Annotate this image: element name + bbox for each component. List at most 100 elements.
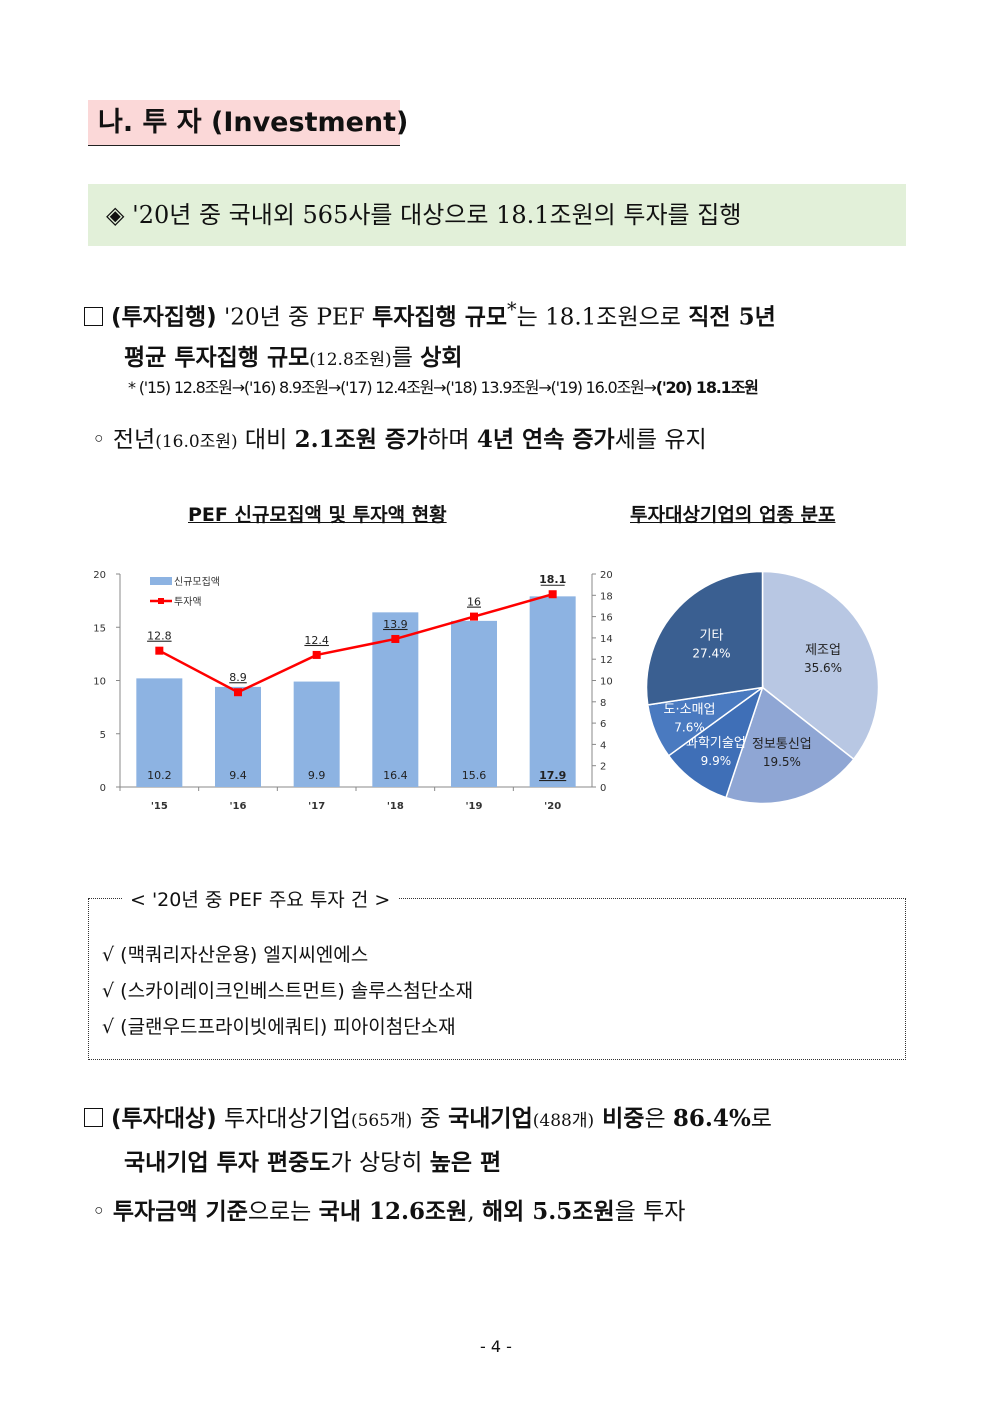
x-tick-label: '17	[308, 801, 325, 812]
label-investment-target: (투자대상)	[111, 1106, 217, 1132]
text-segment: 로	[750, 1106, 772, 1132]
bar	[215, 686, 261, 787]
text-segment: 는 18.1조원으로	[516, 304, 689, 331]
pie-slice	[667, 685, 764, 799]
y-right-tick-label: 12	[600, 655, 613, 666]
bullet-previous-year: ◦ 전년(16.0조원) 대비 2.1조원 증가하며 4년 연속 증가세를 유지	[92, 420, 707, 454]
small-segment: (488개)	[532, 1111, 595, 1131]
bold-segment: 국내 12.6조원	[318, 1198, 468, 1225]
text-segment: 를	[391, 344, 421, 371]
footnote-text: ('15) 12.8조원→('16) 8.9조원→('17) 12.4조원→('…	[138, 378, 657, 397]
bold-segment: 86.4%	[672, 1105, 751, 1132]
y-right-tick-label: 2	[600, 762, 606, 773]
bar-value-label: 10.2	[147, 769, 172, 782]
bar-chart-title: PEF 신규모집액 및 투자액 현황	[188, 504, 447, 526]
y-left-tick-label: 10	[93, 677, 106, 688]
text-segment: 전년	[112, 427, 156, 453]
legend-label: 신규모집액	[174, 576, 220, 588]
text-segment: ,	[467, 1199, 482, 1225]
y-left-tick-label: 5	[100, 730, 106, 741]
check-icon: √	[102, 980, 115, 1002]
investment-item-text: (글랜우드프라이빗에쿼티) 피아이첨단소재	[120, 1016, 456, 1038]
investment-item-text: (스카이레이크인베스트먼트) 솔루스첨단소재	[120, 980, 474, 1002]
legend-marker	[158, 598, 164, 604]
bold-segment: 해외 5.5조원	[481, 1198, 615, 1225]
bold-segment: 상회	[420, 343, 463, 371]
line-point	[234, 688, 242, 697]
text-segment: 세를 유지	[614, 427, 707, 453]
bold-segment: 높은 편	[429, 1149, 502, 1176]
investment-item: √ (맥쿼리자산운용) 엘지씨엔에스	[102, 940, 368, 967]
bar-value-label: 9.9	[308, 769, 326, 782]
footnote-mark: *	[507, 298, 517, 321]
y-left-tick-label: 0	[100, 783, 106, 794]
bullet-marker: ◦	[92, 1199, 106, 1225]
line-value-label: 12.4	[304, 634, 329, 647]
line-series-investment	[158, 593, 554, 694]
y-right-tick-label: 16	[600, 613, 613, 624]
bullet-amount: ◦ 투자금액 기준으로는 국내 12.6조원, 해외 5.5조원을 투자	[92, 1192, 685, 1226]
paragraph-investment-target: (투자대상) 투자대상기업(565개) 중 국내기업(488개) 비중은 86.…	[84, 1098, 914, 1184]
text-segment: 투자대상기업	[216, 1106, 351, 1132]
diamond-icon: ◈	[106, 201, 125, 229]
legend-label: 투자액	[174, 596, 202, 608]
footnote-star: *	[128, 378, 136, 397]
y-right-tick-label: 18	[600, 591, 613, 602]
text-segment: 은	[644, 1106, 673, 1132]
small-segment: (16.0조원)	[155, 432, 238, 452]
pie-chart-title: 투자대상기업의 업종 분포	[630, 504, 836, 526]
line-value-label: 12.8	[147, 630, 172, 643]
investments-title: < '20년 중 PEF 주요 투자 건 >	[122, 885, 399, 912]
investment-item: √ (글랜우드프라이빗에쿼티) 피아이첨단소재	[102, 1012, 456, 1039]
x-tick-label: '16	[230, 801, 247, 812]
line-value-label: 16	[467, 596, 481, 609]
footnote-bold: ('20) 18.1조원	[655, 378, 759, 397]
line-point	[312, 650, 321, 659]
checkbox-square-icon	[84, 1108, 103, 1127]
y-right-tick-label: 20	[600, 570, 613, 581]
section-title: 나. 투 자 (Investment)	[88, 100, 408, 146]
x-tick-label: '19	[466, 801, 483, 812]
pie-slice-value: 27.4%	[692, 647, 730, 661]
bold-segment: 2.1조원 증가	[294, 426, 428, 453]
y-right-tick-label: 4	[600, 740, 606, 751]
y-right-tick-label: 10	[600, 677, 613, 688]
bold-segment: 4년 연속 증가	[476, 426, 615, 453]
bar-value-label: 15.6	[462, 769, 487, 782]
text-segment: 하며	[427, 427, 477, 453]
pie-slice-value: 19.5%	[763, 755, 801, 769]
bold-segment: 투자집행 규모	[372, 303, 508, 331]
bold-segment: 국내기업 투자 편중도	[124, 1149, 331, 1176]
summary-box: ◈ '20년 중 국내외 565사를 대상으로 18.1조원의 투자를 집행	[88, 184, 906, 246]
pie-slice-label: 기타	[700, 629, 724, 644]
bar	[529, 596, 576, 787]
bar	[451, 620, 497, 787]
summary-text: '20년 중 국내외 565사를 대상으로 18.1조원의 투자를 집행	[132, 201, 742, 229]
legend-swatch-bar	[150, 577, 172, 585]
paragraph-investment-execution: (투자집행) '20년 중 PEF 투자집행 규모*는 18.1조원으로 직전 …	[84, 290, 914, 380]
bullet-marker: ◦	[92, 427, 106, 453]
text-segment: 가 상당히	[330, 1150, 430, 1176]
bold-segment: 평균 투자집행 규모	[124, 343, 310, 371]
y-right-tick-label: 14	[600, 634, 613, 645]
pie-slice-label: 정보통신업	[752, 737, 812, 752]
bar-line-chart: 0 5 10 15 20 0 2 4 6 8 10 12 14 16 18 20 10.2 '15 9.4 '16 9.…	[93, 570, 613, 812]
bold-segment: 비중	[594, 1105, 645, 1132]
line-point	[391, 634, 400, 643]
pie-slice-label: 제조업	[805, 643, 841, 658]
small-segment: (565개)	[350, 1111, 413, 1131]
y-left-tick-label: 15	[93, 623, 106, 634]
investment-item-text: (맥쿼리자산운용) 엘지씨엔에스	[120, 944, 369, 966]
x-tick-label: '20	[544, 801, 561, 812]
pie-slice-value: 9.9%	[701, 754, 732, 768]
text-segment: 중	[412, 1106, 449, 1132]
pie-chart: 제조업 35.6% 정보통신업 19.5% 과학기술업 9.9% 도·소매업 7.6% 기타 27…	[645, 570, 880, 805]
pie-slice	[761, 570, 880, 761]
y-right-tick-label: 8	[600, 698, 606, 709]
bold-segment: 투자금액 기준	[112, 1198, 248, 1225]
pie-slice-label: 도·소매업	[664, 702, 716, 717]
line-value-label: 8.9	[229, 671, 247, 684]
pie-slice	[725, 686, 855, 805]
bar-value-label: 9.4	[229, 769, 247, 782]
y-left-tick-label: 20	[93, 570, 106, 581]
